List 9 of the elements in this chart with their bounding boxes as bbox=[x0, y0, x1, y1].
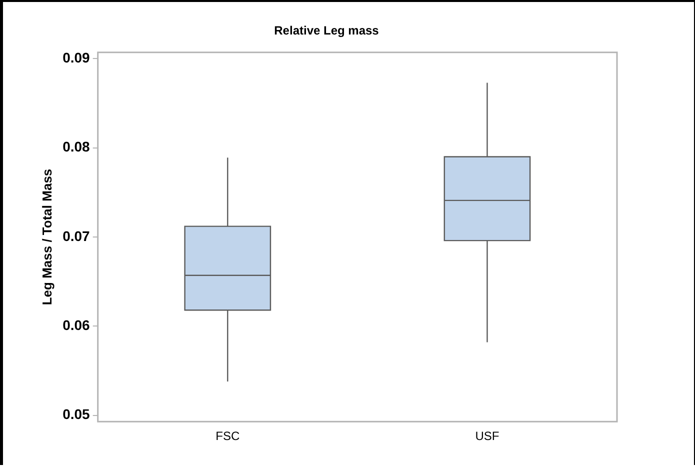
y-tick-label: 0.09 bbox=[62, 50, 90, 66]
chart-title: Relative Leg mass bbox=[274, 24, 380, 38]
x-tick-label: FSC bbox=[216, 429, 240, 444]
y-tick-label: 0.06 bbox=[62, 317, 90, 334]
y-tick-label: 0.08 bbox=[62, 138, 90, 155]
x-tick-label: USF bbox=[475, 429, 500, 444]
y-tick-label: 0.05 bbox=[62, 406, 90, 422]
y-tick-label: 0.07 bbox=[62, 228, 90, 244]
y-axis-title: Leg Mass / Total Mass bbox=[39, 168, 54, 306]
